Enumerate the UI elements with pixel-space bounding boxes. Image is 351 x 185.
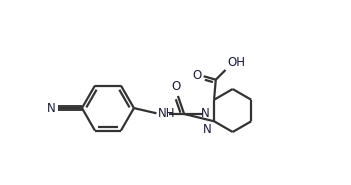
Text: O: O <box>193 69 202 82</box>
Text: NH: NH <box>158 107 176 120</box>
Text: N: N <box>203 123 212 136</box>
Text: O: O <box>172 80 181 93</box>
Text: OH: OH <box>227 56 245 69</box>
Text: N: N <box>200 107 209 120</box>
Text: N: N <box>47 102 55 115</box>
